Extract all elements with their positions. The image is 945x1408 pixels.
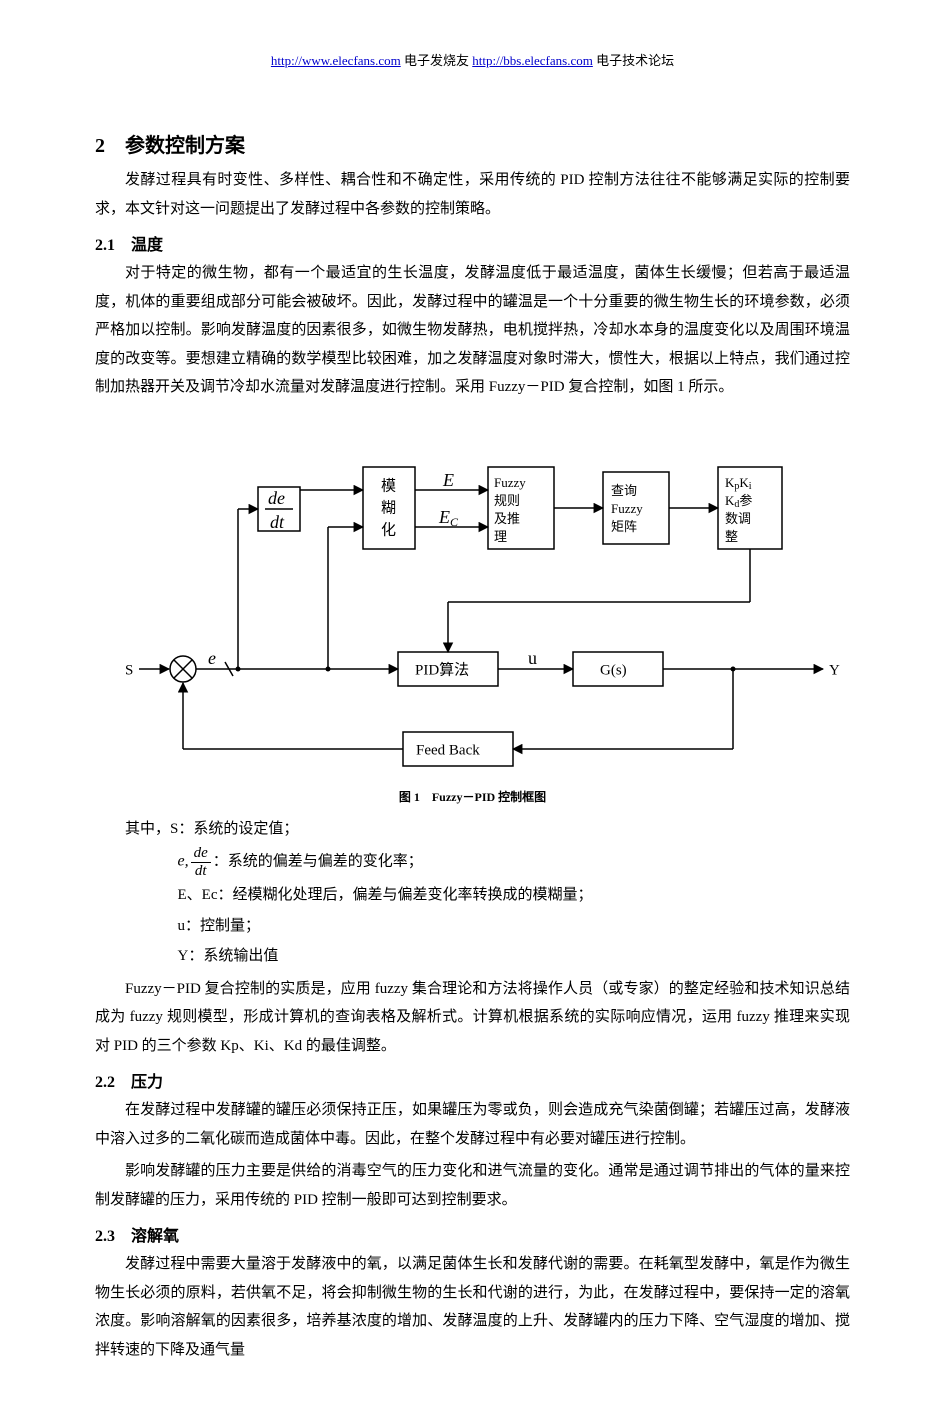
defs-d5: Y：系统输出值 — [95, 942, 850, 971]
rules-l3: 及推 — [494, 510, 520, 525]
section-2-2-title: 2.2 压力 — [95, 1068, 850, 1092]
header-link-2[interactable]: http://bbs.elecfans.com — [472, 53, 593, 68]
section-2-title: 2 参数控制方案 — [95, 129, 850, 158]
y-label: Y — [829, 662, 840, 678]
params-l3: 数调 — [725, 510, 751, 525]
figure-1-caption: 图 1 Fuzzy－PID 控制框图 — [95, 788, 850, 805]
section-2-1-title: 2.1 温度 — [95, 231, 850, 255]
derivative-den: dt — [270, 512, 285, 532]
defs-d2-text: ：系统的偏差与偏差的变化率； — [213, 853, 423, 869]
page-container: http://www.elecfans.com 电子发烧友 http://bbs… — [0, 0, 945, 1408]
fuzzify-l1: 模 — [381, 477, 396, 494]
params-l2: Kd参 — [725, 492, 752, 509]
pid-label: PID算法 — [415, 660, 469, 678]
section-2-2-p1: 在发酵过程中发酵罐的罐压必须保持正压，如果罐压为零或负，则会造成充气染菌倒罐；若… — [95, 1096, 850, 1153]
defs-d4: u：控制量； — [95, 912, 850, 941]
page-header-links: http://www.elecfans.com 电子发烧友 http://bbs… — [95, 50, 850, 69]
lookup-l2: Fuzzy — [611, 500, 643, 515]
section-2-3-title: 2.3 溶解氧 — [95, 1222, 850, 1246]
header-label-2: 电子技术论坛 — [596, 53, 674, 68]
feedback-label: Feed Back — [416, 742, 480, 758]
u-label: u — [528, 648, 537, 668]
header-label-1: 电子发烧友 — [404, 53, 469, 68]
lookup-l3: 矩阵 — [611, 518, 637, 533]
gs-label: G(s) — [600, 662, 627, 678]
defs-d3: E、Ec：经模糊化处理后，偏差与偏差变化率转换成的模糊量； — [95, 881, 850, 910]
section-2-intro: 发酵过程具有时变性、多样性、耦合性和不确定性，采用传统的 PID 控制方法往往不… — [95, 166, 850, 223]
E-label: E — [442, 470, 454, 490]
defs-d2-e: e, — [178, 852, 189, 869]
rules-l2: 规则 — [494, 492, 520, 507]
fuzzify-l3: 化 — [381, 521, 396, 538]
section-2-1-tail: Fuzzy－PID 复合控制的实质是，应用 fuzzy 集合理论和方法将操作人员… — [95, 975, 850, 1061]
section-2-2-p2: 影响发酵罐的压力主要是供给的消毒空气的压力变化和进气流量的变化。通常是通过调节排… — [95, 1157, 850, 1214]
defs-d2: e,dedt：系统的偏差与偏差的变化率； — [95, 845, 850, 879]
derivative-num: de — [268, 488, 285, 508]
header-link-1[interactable]: http://www.elecfans.com — [271, 53, 401, 68]
figure-1-svg: de dt 模 糊 化 Fuzzy 规则 及推 理 查询 Fuzzy 矩阵 Kp… — [103, 412, 843, 782]
Ec-label: EC — [438, 507, 459, 529]
s-label: S — [125, 662, 133, 678]
params-l4: 整 — [725, 528, 738, 543]
defs-lead: 其中，S：系统的设定值； — [95, 815, 850, 844]
fuzzify-l2: 糊 — [381, 499, 396, 516]
frac-icon: dedt — [191, 845, 211, 879]
e-label: e — [208, 648, 216, 668]
section-2-3-p1: 发酵过程中需要大量溶于发酵液中的氧，以满足菌体生长和发酵代谢的需要。在耗氧型发酵… — [95, 1250, 850, 1364]
figure-1: de dt 模 糊 化 Fuzzy 规则 及推 理 查询 Fuzzy 矩阵 Kp… — [95, 412, 850, 782]
lookup-l1: 查询 — [611, 482, 637, 497]
rules-l1: Fuzzy — [494, 474, 526, 489]
rules-l4: 理 — [494, 528, 507, 543]
section-2-1-p1: 对于特定的微生物，都有一个最适宜的生长温度，发酵温度低于最适温度，菌体生长缓慢；… — [95, 259, 850, 402]
